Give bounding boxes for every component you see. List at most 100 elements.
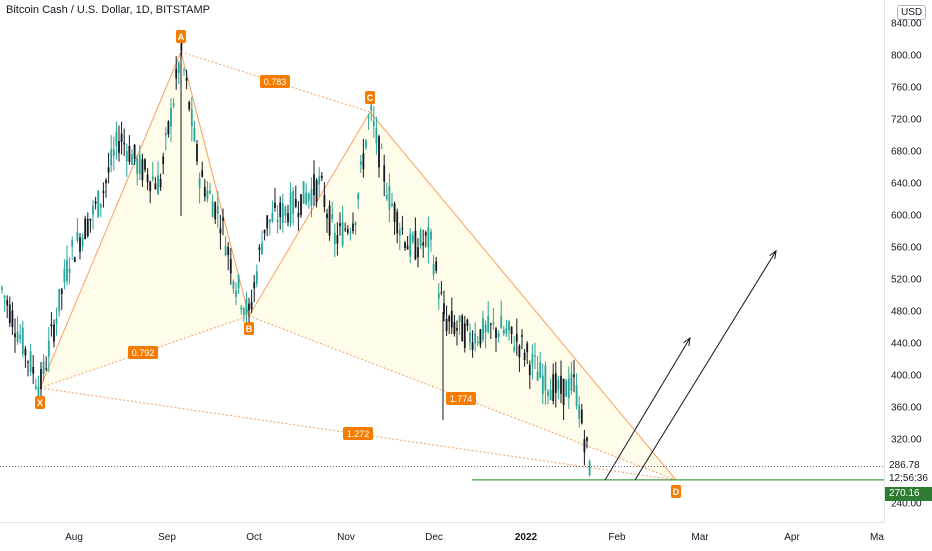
candle-body [177,63,180,73]
candle-body [466,319,469,327]
candle-body [479,329,482,345]
pattern-fill [40,52,249,388]
candle-body [440,292,443,294]
candle-body [235,290,237,297]
candle-body [372,120,375,127]
candle-body [50,324,53,327]
candle-body [170,107,172,127]
price-axis[interactable]: USD 840.00 800.00 760.00 720.00 680.00 6… [884,0,932,522]
candle-body [513,347,516,351]
candle-body [378,136,380,168]
candle-body [281,203,284,224]
candle-body [578,404,581,419]
time-tick: Ma [870,532,884,543]
candle-body [29,351,32,372]
candle-body [580,409,583,424]
candle-body [125,151,128,162]
candle-body [58,288,61,311]
price-tick: 800.00 [891,50,922,62]
ratio-label: 1.774 [450,394,473,404]
candle-body [263,229,266,234]
candle-body [539,362,542,378]
price-tick: 600.00 [891,210,922,222]
candle-body [11,310,14,328]
time-tick: Feb [608,532,626,543]
price-tick: 520.00 [891,274,922,286]
price-chart[interactable]: X A B C D 0.783 0.792 1.774 1.272 [0,0,884,522]
candle-body [448,316,451,322]
chart-area[interactable]: X A B C D 0.783 0.792 1.774 1.272 Bitcoin Cash /… [0,0,884,522]
candle-body [567,378,570,398]
candle-body [310,188,313,206]
point-label-badge [671,485,681,498]
candle-body [575,385,578,407]
candle-body [276,219,279,223]
time-tick: Aug [65,532,83,543]
candle-body [557,379,560,390]
candle-body [240,307,243,310]
candle-body [508,321,510,331]
candle-body [435,261,438,271]
candle-body [547,391,549,397]
candle-body [294,199,297,207]
candle-body [536,371,539,381]
candle-body [32,367,35,374]
candle-body [414,230,417,260]
candle-body [419,230,422,247]
candle-body [534,355,536,357]
candle-body [365,140,367,148]
candle-body [346,229,349,233]
price-tick: 480.00 [891,306,922,318]
candle-body [396,211,399,234]
candle-body [328,205,331,236]
candle-body [84,218,87,240]
candle-body [45,368,48,370]
candle-body [588,461,591,476]
candle-body [401,228,404,230]
candle-body [68,268,71,273]
price-tick: 240.00 [891,498,922,510]
candle-body [484,324,487,333]
candle-body [586,437,588,441]
candle-body [526,343,529,353]
candle-body [209,190,211,194]
candle-body [89,218,92,221]
candle-body [8,304,11,324]
candle-body [63,268,66,283]
candle-body [367,116,370,118]
candle-body [105,179,107,184]
candle-body [16,331,19,342]
candle-body [224,245,227,256]
candle-body [37,386,40,399]
candle-body [60,289,63,294]
candle-body [359,161,362,165]
symbol-title: Bitcoin Cash / U.S. Dollar, 1D, BITSTAMP [6,4,210,16]
time-tick: Dec [425,532,443,543]
time-axis[interactable]: Aug Sep Oct Nov Dec 2022 Feb Mar Apr Ma [0,522,884,551]
time-tick: Sep [158,532,176,543]
ratio-badge [260,75,290,88]
candle-body [422,242,425,246]
candle-body [211,201,214,218]
candle-body [443,303,445,315]
candle-body [302,181,305,204]
candle-body [544,365,547,391]
candle-body [76,231,79,241]
candle-body [497,333,500,338]
candle-body [71,240,74,247]
ratio-line [180,51,371,113]
candle-body [118,141,120,153]
price-tick: 680.00 [891,146,922,158]
candle-body [287,213,289,223]
currency-badge[interactable]: USD [897,5,927,20]
candle-body [437,293,440,299]
candle-body [81,237,84,247]
candle-body [528,364,531,376]
candle-body [341,221,344,246]
candle-body [203,186,206,197]
candle-body [92,205,94,215]
candle-body [515,333,518,342]
candle-body [1,287,3,290]
candle-body [55,318,58,325]
candle-body [141,159,144,181]
